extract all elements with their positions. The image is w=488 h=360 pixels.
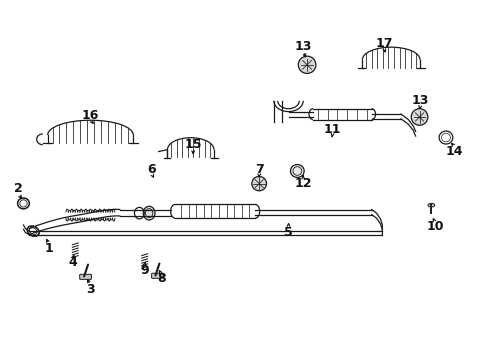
Ellipse shape: [143, 206, 155, 220]
Text: 6: 6: [147, 163, 156, 176]
Text: 10: 10: [426, 220, 443, 233]
Text: 8: 8: [157, 273, 165, 285]
Text: 14: 14: [445, 145, 463, 158]
Ellipse shape: [298, 56, 315, 73]
Ellipse shape: [410, 109, 427, 125]
Text: 5: 5: [284, 226, 292, 239]
Text: 2: 2: [14, 183, 23, 195]
Ellipse shape: [290, 165, 304, 177]
Ellipse shape: [427, 203, 434, 207]
Text: 3: 3: [86, 283, 95, 296]
Text: 4: 4: [68, 256, 77, 269]
Text: 11: 11: [323, 123, 341, 136]
Text: 12: 12: [294, 177, 311, 190]
Text: 13: 13: [294, 40, 311, 53]
Text: 13: 13: [411, 94, 428, 107]
FancyBboxPatch shape: [151, 273, 163, 278]
Text: 7: 7: [254, 163, 263, 176]
FancyBboxPatch shape: [80, 274, 91, 279]
Text: 17: 17: [374, 37, 392, 50]
Text: 9: 9: [140, 264, 148, 276]
Text: 1: 1: [44, 242, 53, 255]
Ellipse shape: [251, 176, 266, 191]
Text: 15: 15: [184, 138, 202, 150]
Text: 16: 16: [81, 109, 99, 122]
